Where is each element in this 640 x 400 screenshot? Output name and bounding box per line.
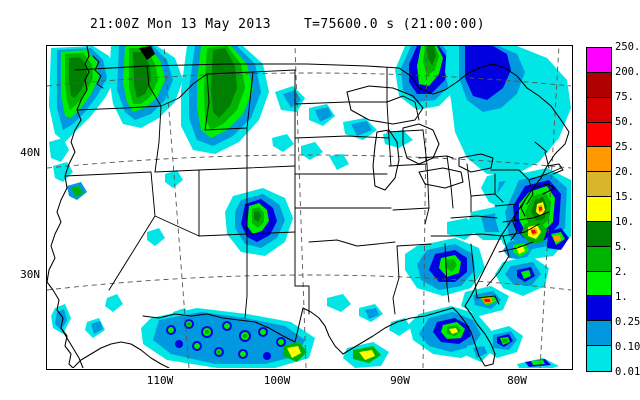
- map-canvas: [47, 46, 571, 368]
- precip-northern-rockies: [181, 46, 269, 154]
- colorbar-segment: [587, 271, 611, 297]
- colorbar: [586, 47, 612, 372]
- precip-northern-mexico: [141, 308, 389, 368]
- colorbar-segment: [587, 197, 611, 222]
- precip-colorado-rockies: [225, 188, 293, 256]
- colorbar-tick-label: 2.: [615, 266, 628, 278]
- colorbar-tick-label: 10.: [615, 216, 634, 228]
- colorbar-tick-label: 25.: [615, 141, 634, 153]
- precip-cascades-inland: [109, 46, 183, 128]
- colorbar-tick-label: 50.: [615, 116, 634, 128]
- precip-carolinas: [495, 168, 571, 260]
- map-plot-area: [46, 45, 573, 370]
- colorbar-tick-label: 20.: [615, 166, 634, 178]
- x-tick-label-90w: 90W: [390, 374, 410, 387]
- colorbar-segment: [587, 172, 611, 198]
- colorbar-tick-label: 250.: [615, 41, 640, 53]
- colorbar-tick-label: 1.: [615, 291, 628, 303]
- colorbar-tick-label: 0.25: [615, 316, 640, 328]
- precip-northern-plains: [272, 86, 413, 170]
- colorbar-tick-label: 0.01: [615, 366, 640, 378]
- x-tick-label-80w: 80W: [507, 374, 527, 387]
- colorbar-tick-label: 5.: [615, 241, 628, 253]
- colorbar-segment: [587, 346, 611, 371]
- colorbar-segment: [587, 122, 611, 148]
- colorbar-segment: [587, 221, 611, 247]
- colorbar-tick-label: 200.: [615, 66, 640, 78]
- x-tick-label-110w: 110W: [146, 374, 174, 387]
- colorbar-segment: [587, 72, 611, 98]
- colorbar-segment: [587, 321, 611, 347]
- colorbar-segment: [587, 97, 611, 123]
- precip-texas: [327, 294, 411, 336]
- figure-title: 21:00Z Mon 13 May 2013 T=75600.0 s (21:0…: [90, 17, 485, 32]
- graticule: [47, 46, 571, 368]
- colorbar-segment: [587, 296, 611, 322]
- precipitation-field: [49, 46, 571, 368]
- y-tick-label-40n: 40N: [20, 146, 40, 159]
- x-tick-label-100w: 100W: [263, 374, 291, 387]
- colorbar-segment: [587, 48, 611, 73]
- y-tick-label-30n: 30N: [20, 268, 40, 281]
- colorbar-segment: [587, 147, 611, 173]
- colorbar-tick-label: 75.: [615, 91, 634, 103]
- precip-gulf-coast: [409, 286, 509, 358]
- colorbar-tick-label: 0.10: [615, 341, 640, 353]
- colorbar-labels: 250. 200. 75. 50. 25. 20. 15. 10. 5. 2. 1. 0.25 0.10…: [615, 40, 640, 380]
- colorbar-segment: [587, 246, 611, 272]
- colorbar-tick-label: 15.: [615, 191, 634, 203]
- map-boundaries: [47, 46, 570, 368]
- precip-southeast-coast: [495, 256, 549, 296]
- precip-baja: [51, 304, 71, 334]
